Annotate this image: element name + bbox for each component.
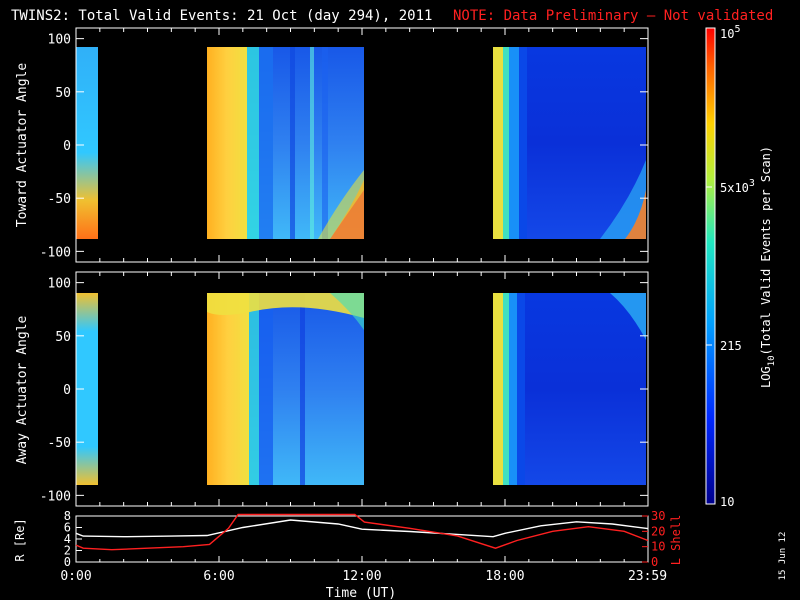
ylabel-r: R [Re]: [13, 518, 27, 561]
ytick-label-r: 0: [64, 555, 71, 569]
ytick-label-away: -100: [40, 489, 71, 504]
xtick-label: 0:00: [60, 569, 91, 584]
ytick-label-r: 6: [64, 521, 71, 535]
ytick-label-lshell: 20: [651, 524, 665, 538]
ytick-label-toward: -100: [40, 245, 71, 260]
heatmap-block-toward-2: [493, 47, 646, 239]
heatmap-block-away-0: [76, 293, 98, 485]
xtick-label: 12:00: [342, 569, 381, 584]
ytick-label-lshell: 0: [651, 555, 658, 569]
panel-toward: [76, 28, 648, 262]
heatmap-block-toward-0: [76, 47, 98, 239]
heatmap-block-toward-1: [207, 47, 364, 239]
panel-away: [76, 272, 648, 506]
lshell-line: [75, 513, 649, 551]
colorbar-title: LOG10(Total Valid Events per Scan): [759, 146, 777, 388]
ytick-label-away: 100: [48, 277, 71, 292]
colorbar-label-top: 105: [720, 24, 740, 41]
chart-title: TWINS2: Total Valid Events: 21 Oct (day …: [11, 8, 432, 24]
ytick-label-lshell: 30: [651, 509, 665, 523]
colorbar-label-low: 215: [720, 339, 742, 353]
ytick-label-away: 0: [63, 383, 71, 398]
colorbar-gradient: [705, 27, 716, 505]
ytick-label-away: -50: [48, 436, 71, 451]
date-stamp: 15 Jun 12: [778, 532, 788, 581]
ytick-label-toward: 50: [55, 86, 71, 101]
xtick-label: 6:00: [203, 569, 234, 584]
ytick-label-away: 50: [55, 330, 71, 345]
ytick-label-r: 2: [64, 544, 71, 558]
ylabel-lshell: L Shell: [669, 515, 683, 566]
ytick-label-lshell: 10: [651, 540, 665, 554]
colorbar: 105 5x103 215 10 LOG10(Total Valid Event…: [705, 24, 777, 509]
ylabel-toward: Toward Actuator Angle: [15, 63, 30, 228]
axes-layer: 100500-50-100100500-50-1008642030201000:…: [40, 27, 667, 584]
ylabel-away: Away Actuator Angle: [15, 315, 30, 464]
ytick-label-toward: 0: [63, 139, 71, 154]
radius-line: [75, 519, 649, 538]
colorbar-label-mid: 5x103: [720, 178, 755, 195]
ytick-label-r: 4: [64, 532, 71, 546]
ytick-label-toward: 100: [48, 33, 71, 48]
ephemeris-lines: [75, 513, 649, 551]
xtick-label: 23:59: [628, 569, 667, 584]
xlabel: Time (UT): [326, 586, 396, 600]
ytick-label-toward: -50: [48, 192, 71, 207]
preliminary-note: NOTE: Data Preliminary — Not validated: [453, 8, 773, 24]
heatmap-block-away-1: [207, 293, 364, 485]
ytick-label-r: 8: [64, 509, 71, 523]
heatmap-block-away-2: [493, 293, 646, 485]
xtick-label: 18:00: [485, 569, 524, 584]
colorbar-label-bottom: 10: [720, 495, 734, 509]
